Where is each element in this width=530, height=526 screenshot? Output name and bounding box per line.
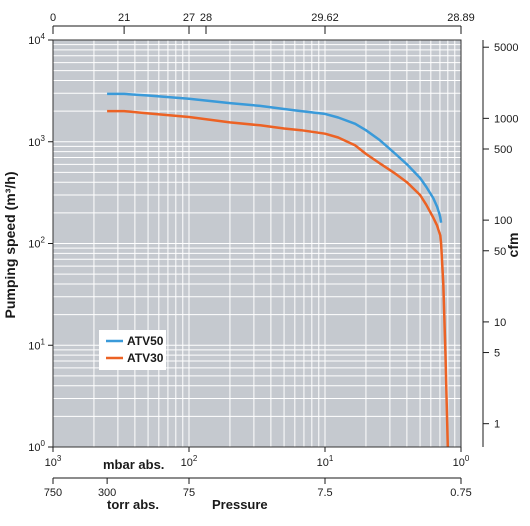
torr-axis: 750 300 75 7.5 0.75 xyxy=(44,477,472,499)
cfm-tick-label: 1 xyxy=(494,419,500,431)
torr-tick-label: 300 xyxy=(98,487,116,499)
top-tick-label: 28.89 xyxy=(447,12,475,24)
top-tick-label: 29.62 xyxy=(311,12,339,24)
cfm-tick-label: 1000 xyxy=(494,113,518,125)
y-tick-label: 103 xyxy=(28,134,45,149)
series-layer xyxy=(107,92,450,448)
top-tick-label: 0 xyxy=(50,12,56,24)
grid-lines xyxy=(52,40,461,448)
y-axis-title: Pumping speed (m³/h) xyxy=(2,172,18,319)
x-tick-label: 101 xyxy=(317,454,334,469)
legend: ATV50 ATV30 xyxy=(99,330,166,370)
top-tick-label: 28 xyxy=(200,12,212,24)
left-axis-ticks: 100 101 102 103 104 xyxy=(28,32,53,454)
cfm-tick-label: 500 xyxy=(494,144,512,156)
cfm-tick-label: 50 xyxy=(494,246,506,258)
mbar-axis-ticks: 103 102 101 100 xyxy=(45,447,470,469)
legend-label-atv50: ATV50 xyxy=(127,334,164,348)
torr-tick-label: 750 xyxy=(44,487,62,499)
top-tick-label: 21 xyxy=(118,12,130,24)
x-tick-label: 102 xyxy=(181,454,198,469)
y-tick-label: 104 xyxy=(28,32,45,47)
mbar-axis-label: mbar abs. xyxy=(103,457,164,472)
cfm-tick-label: 5 xyxy=(494,348,500,360)
cfm-tick-label: 10 xyxy=(494,317,506,329)
x-tick-label: 100 xyxy=(453,454,470,469)
cfm-tick-label: 100 xyxy=(494,215,512,227)
torr-tick-label: 7.5 xyxy=(317,487,332,499)
series-line-atv30 xyxy=(107,109,450,448)
y-axis-right-title: cfm xyxy=(505,233,521,258)
legend-box xyxy=(99,330,166,370)
top-tick-label: 27 xyxy=(183,12,195,24)
y-tick-label: 100 xyxy=(28,439,45,454)
series-line-atv50 xyxy=(107,92,443,223)
x-axis-title: Pressure xyxy=(212,497,268,512)
torr-tick-label: 75 xyxy=(183,487,195,499)
legend-label-atv30: ATV30 xyxy=(127,351,164,365)
y-tick-label: 101 xyxy=(28,337,45,352)
cfm-tick-label: 5000 xyxy=(494,42,518,54)
torr-axis-label: torr abs. xyxy=(107,497,159,512)
top-axis: 0 21 27 28 29.62 28.89 xyxy=(50,12,475,34)
torr-tick-label: 0.75 xyxy=(450,487,471,499)
x-tick-label: 103 xyxy=(45,454,62,469)
y-tick-label: 102 xyxy=(28,236,45,251)
cfm-axis: 1 5 10 50 100 500 1000 5000 xyxy=(482,40,518,447)
